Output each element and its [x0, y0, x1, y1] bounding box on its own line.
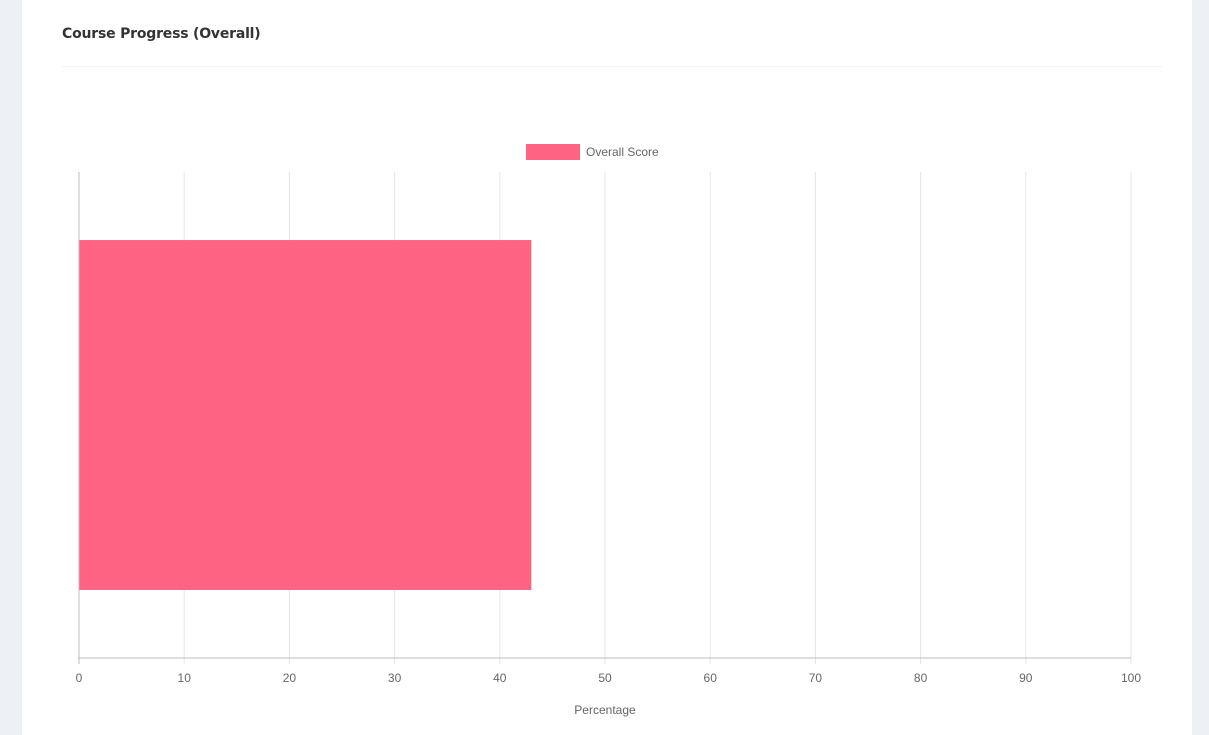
x-tick-label: 40 [493, 671, 507, 685]
axes [78, 172, 1131, 664]
x-tick-labels: 0 10 20 30 40 50 60 70 80 90 100 [76, 671, 1142, 685]
x-tick-label: 0 [76, 671, 83, 685]
x-tick-label: 100 [1121, 671, 1141, 685]
chart-card: Course Progress (Overall) Overall Score … [22, 0, 1192, 735]
bar-chart: 0 10 20 30 40 50 60 70 80 90 100 Percentage [76, 172, 1142, 717]
x-tick-label: 10 [178, 671, 192, 685]
chart-legend[interactable]: Overall Score [526, 143, 659, 161]
x-axis-title: Percentage [574, 703, 636, 717]
x-tick-label: 80 [914, 671, 928, 685]
bars [79, 240, 532, 590]
x-tick-label: 50 [598, 671, 612, 685]
card-header: Course Progress (Overall) [62, 26, 1162, 67]
card-title: Course Progress (Overall) [62, 26, 261, 42]
x-tick-label: 70 [809, 671, 823, 685]
bar-overall-score [79, 240, 532, 590]
x-tick-label: 30 [388, 671, 402, 685]
x-tick-label: 90 [1019, 671, 1033, 685]
legend-label-overall-score[interactable]: Overall Score [586, 145, 659, 159]
x-tick-label: 60 [704, 671, 718, 685]
legend-swatch-overall-score[interactable] [526, 144, 580, 160]
x-tick-label: 20 [283, 671, 297, 685]
